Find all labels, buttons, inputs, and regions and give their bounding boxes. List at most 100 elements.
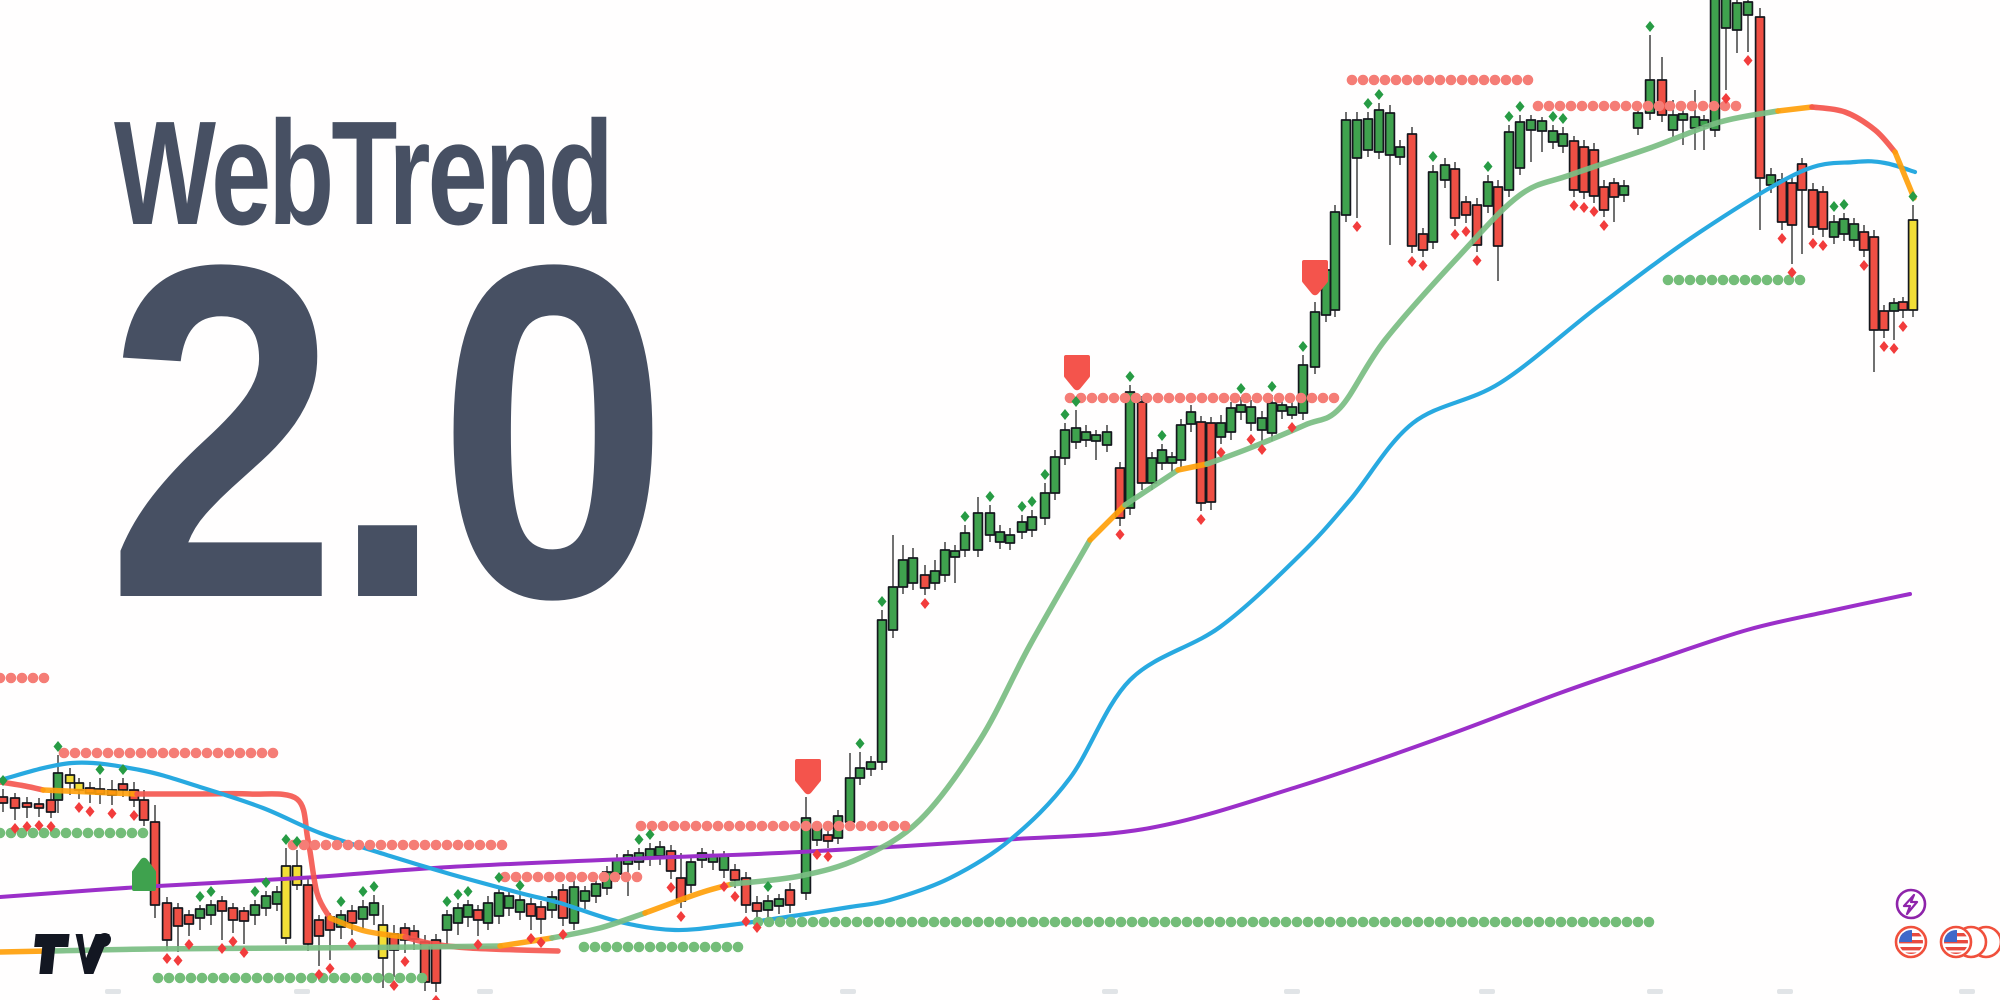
candle — [1394, 140, 1406, 165]
green-signal-dot — [1467, 916, 1479, 928]
red-signal-dot — [565, 871, 577, 883]
purple-zap-icon[interactable] — [1895, 888, 1927, 920]
red-signal-dot — [1598, 100, 1610, 112]
green-diamond-marker — [1017, 501, 1027, 512]
red-signal-dot — [5, 672, 17, 684]
candle — [1297, 355, 1309, 420]
green-signal-dot — [655, 941, 667, 953]
green-signal-dot — [732, 941, 744, 953]
red-signal-dot — [1196, 392, 1208, 404]
red-diamond-marker — [1472, 255, 1482, 266]
red-diamond-marker — [526, 933, 536, 944]
red-diamond-marker — [719, 881, 729, 892]
red-signal-dot — [27, 672, 39, 684]
us-flag-icon[interactable] — [1894, 925, 1928, 959]
green-signal-dot — [851, 916, 863, 928]
red-signal-dot — [124, 747, 136, 759]
red-signal-dot — [1543, 100, 1555, 112]
red-signal-dot — [1273, 392, 1285, 404]
candle — [590, 878, 602, 903]
candle — [854, 752, 866, 785]
webtrend-slow-line-segment — [0, 779, 46, 793]
candle — [21, 797, 33, 818]
green-signal-dot — [1027, 916, 1039, 928]
red-diamond-marker — [1196, 514, 1206, 525]
candle — [1503, 125, 1515, 197]
red-diamond-marker — [22, 821, 32, 832]
green-signal-dot — [1071, 916, 1083, 928]
green-signal-dot — [1005, 916, 1017, 928]
green-signal-dot — [1049, 916, 1061, 928]
red-diamond-marker — [217, 943, 227, 954]
red-signal-dot — [899, 820, 911, 832]
green-diamond-marker — [494, 872, 504, 883]
red-diamond-marker — [184, 939, 194, 950]
green-diamond-marker — [250, 886, 260, 897]
candle — [949, 545, 961, 583]
candle — [740, 872, 752, 913]
candle — [1482, 175, 1494, 213]
green-signal-dot — [862, 916, 874, 928]
green-diamond-marker — [960, 511, 970, 522]
green-signal-dot — [284, 972, 296, 984]
green-diamond-marker — [763, 881, 773, 892]
green-signal-dot — [1750, 274, 1762, 286]
candle — [9, 793, 21, 820]
green-signal-dot — [1159, 916, 1171, 928]
red-signal-dot — [1401, 74, 1413, 86]
axis-marks-layer — [105, 989, 1975, 994]
us-flag-stack-icon[interactable] — [1939, 925, 2000, 959]
candle — [1449, 162, 1461, 226]
tradingview-logo-icon[interactable] — [28, 930, 116, 980]
green-signal-dot — [906, 916, 918, 928]
red-signal-dot — [135, 747, 147, 759]
red-signal-dot — [1218, 392, 1230, 404]
green-signal-dot — [405, 972, 417, 984]
red-signal-dot — [888, 820, 900, 832]
red-signal-dot — [554, 871, 566, 883]
candle — [1286, 400, 1298, 419]
green-signal-dot — [774, 916, 786, 928]
green-signal-dot — [60, 827, 72, 839]
green-diamond-marker — [358, 886, 368, 897]
purple-ma-line — [0, 592, 1912, 899]
candle — [579, 886, 591, 909]
red-diamond-marker — [1216, 447, 1226, 458]
green-diamond-marker — [1040, 469, 1050, 480]
green-signal-dot — [840, 916, 852, 928]
red-signal-dot — [485, 839, 497, 851]
green-signal-dot — [699, 941, 711, 953]
green-signal-dot — [174, 972, 186, 984]
candle — [1838, 213, 1850, 241]
blue-ma-line — [0, 159, 1918, 933]
red-signal-dot — [800, 820, 812, 832]
red-signal-dot — [1554, 100, 1566, 112]
green-signal-dot — [152, 972, 164, 984]
candle — [503, 891, 515, 916]
candle — [205, 900, 217, 925]
red-signal-dot — [1730, 100, 1742, 112]
green-signal-dot — [1739, 274, 1751, 286]
green-signal-dot — [710, 941, 722, 953]
green-signal-dot — [796, 916, 808, 928]
red-signal-dot — [1306, 392, 1318, 404]
green-signal-dot — [600, 941, 612, 953]
green-diamond-marker — [1548, 111, 1558, 122]
red-signal-dot — [712, 820, 724, 832]
red-signal-dot — [690, 820, 702, 832]
shield-labels-layer — [132, 260, 1328, 891]
green-signal-dot — [611, 941, 623, 953]
candle — [1632, 108, 1644, 135]
green-signal-dot — [82, 827, 94, 839]
red-signal-dot — [298, 839, 310, 851]
green-signal-dot — [1522, 916, 1534, 928]
red-signal-dot — [1631, 100, 1643, 112]
red-signal-dot — [201, 747, 213, 759]
candle — [1175, 419, 1187, 467]
green-signal-dot — [1203, 916, 1215, 928]
red-signal-dot — [532, 871, 544, 883]
candle — [1215, 415, 1227, 444]
candle — [751, 896, 763, 919]
signal-dots-layer — [0, 74, 1806, 984]
